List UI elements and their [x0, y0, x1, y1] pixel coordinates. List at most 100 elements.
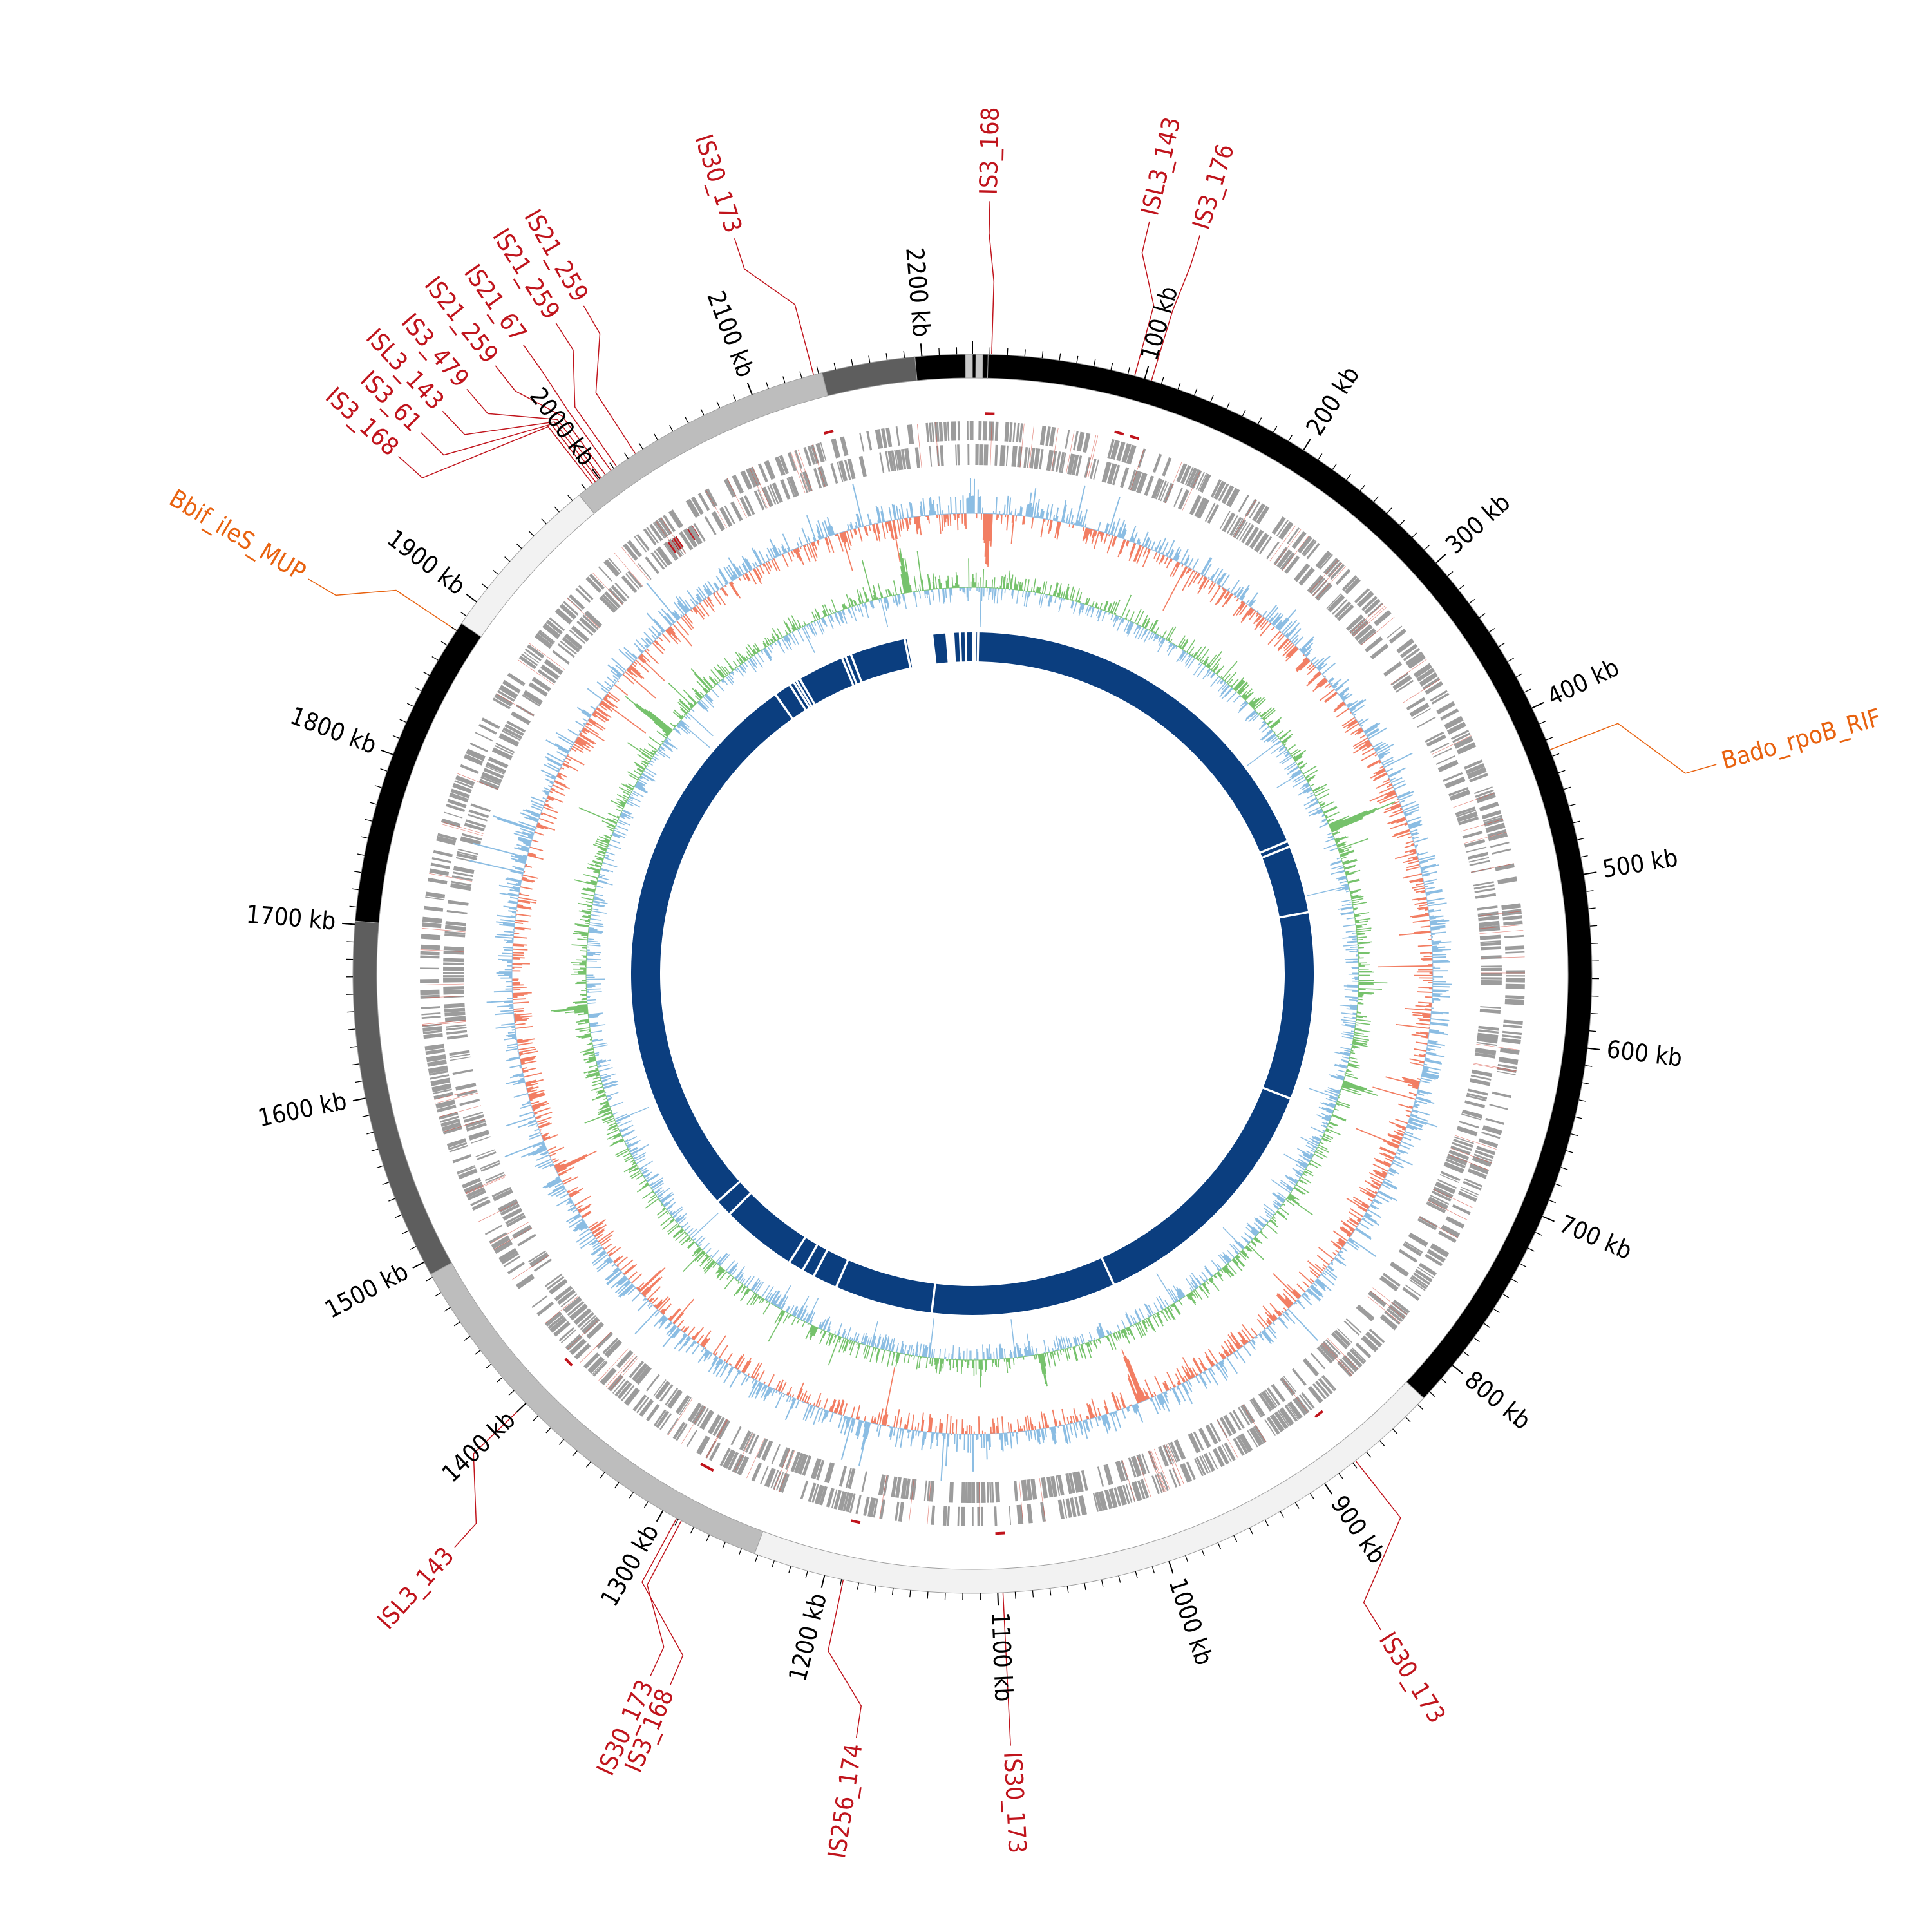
minor-tick: [1210, 395, 1214, 402]
major-tick: [1531, 701, 1544, 709]
minor-tick: [1571, 1133, 1578, 1137]
major-tick: [342, 922, 355, 925]
minor-tick: [1177, 382, 1181, 390]
minor-tick: [857, 1582, 860, 1590]
gc-skew-negative: [586, 587, 1359, 1361]
major-tick: [1435, 553, 1446, 564]
minor-tick: [450, 626, 457, 631]
minor-tick: [508, 1390, 515, 1396]
minor-tick: [1233, 1535, 1238, 1542]
is-marker: [1314, 1410, 1323, 1418]
minor-tick: [1318, 453, 1323, 460]
minor-tick: [874, 1586, 876, 1593]
major-tick: [591, 468, 601, 480]
annotation-leader-9: [454, 1390, 539, 1548]
minor-tick: [371, 1148, 379, 1151]
minor-tick: [1473, 1337, 1480, 1343]
minor-tick: [1566, 1150, 1573, 1153]
tick-label: 800 kb: [1459, 1365, 1536, 1435]
minor-tick: [1032, 1590, 1034, 1598]
tick-label: 1400 kb: [437, 1405, 521, 1488]
minor-tick: [1118, 1575, 1121, 1583]
minor-tick: [788, 1566, 791, 1573]
minor-tick: [1580, 855, 1588, 858]
minor-tick: [1568, 803, 1576, 807]
backbone-segment-5: [430, 1262, 764, 1555]
minor-tick: [1558, 770, 1566, 773]
minor-tick: [1519, 1263, 1527, 1267]
minor-tick: [1041, 351, 1044, 359]
annotation-leader-12: [420, 423, 607, 497]
minor-tick: [533, 1415, 539, 1421]
minor-tick: [805, 1571, 808, 1578]
minor-tick: [357, 853, 365, 856]
minor-tick: [361, 836, 368, 839]
backbone-segment-1: [975, 354, 983, 379]
annotation-leader-1: [1130, 221, 1155, 393]
minor-tick: [1273, 426, 1278, 433]
tick-marks: [342, 341, 1600, 1606]
minor-tick: [1479, 613, 1486, 618]
tick-label: 600 kb: [1605, 1035, 1683, 1072]
minor-tick: [545, 1427, 551, 1434]
minor-tick: [1589, 1030, 1596, 1032]
minor-tick: [643, 1501, 649, 1508]
minor-tick: [1498, 642, 1505, 647]
minor-tick: [493, 569, 499, 575]
minor-tick: [376, 1165, 384, 1169]
tick-label: 400 kb: [1543, 653, 1624, 711]
minor-tick: [1575, 1116, 1582, 1119]
minor-tick: [558, 1439, 565, 1445]
minor-tick: [1560, 1167, 1568, 1170]
tick-label: 2200 kb: [900, 246, 936, 337]
tick-label: 1500 kb: [320, 1257, 413, 1324]
is-marker-track: [564, 412, 1323, 1535]
minor-tick: [362, 1115, 370, 1117]
minor-tick: [1535, 1231, 1542, 1236]
minor-tick: [1201, 1549, 1205, 1557]
minor-tick: [1507, 658, 1514, 663]
minor-tick: [1549, 1200, 1556, 1204]
minor-tick: [1468, 598, 1475, 604]
tick-label: 900 kb: [1325, 1490, 1392, 1569]
minor-tick: [1524, 688, 1531, 693]
tick-label: 700 kb: [1555, 1209, 1636, 1265]
minor-tick: [1332, 463, 1337, 470]
minor-tick: [600, 1472, 605, 1479]
minor-tick: [1185, 1555, 1189, 1562]
tick-label: 1000 kb: [1163, 1575, 1218, 1669]
annotation-label-3: Bado_rpoB_RIF: [1718, 703, 1884, 775]
minor-tick: [1511, 1278, 1519, 1283]
is-marker: [1114, 430, 1124, 436]
minor-tick: [1578, 1099, 1586, 1102]
minor-tick: [1405, 1416, 1411, 1423]
minor-tick: [638, 442, 643, 450]
major-tick: [1144, 366, 1150, 379]
annotation-leader-14: [466, 388, 612, 492]
minor-tick: [1493, 1308, 1500, 1313]
minor-tick: [927, 1591, 929, 1599]
is-marker: [985, 412, 995, 415]
minor-tick: [1489, 627, 1495, 632]
minor-tick: [782, 376, 786, 384]
annotation-leader-3: [1549, 723, 1717, 774]
minor-tick: [402, 1230, 409, 1235]
minor-tick: [909, 1590, 911, 1598]
major-tick: [1587, 1047, 1600, 1051]
minor-tick: [766, 382, 769, 389]
annotation-leader-18: [583, 305, 646, 469]
major-tick: [746, 382, 753, 395]
annotation-leader-10: [308, 578, 457, 631]
minor-tick: [497, 1377, 503, 1383]
minor-tick: [1264, 1519, 1269, 1526]
annotation-leader-0: [989, 201, 995, 372]
minor-tick: [435, 1292, 442, 1297]
minor-tick: [685, 417, 689, 424]
minor-tick: [1539, 721, 1546, 724]
minor-tick: [629, 1492, 634, 1499]
minor-tick: [1585, 1065, 1593, 1067]
minor-tick: [1160, 377, 1164, 384]
minor-tick: [410, 1245, 417, 1251]
minor-tick: [415, 687, 422, 692]
